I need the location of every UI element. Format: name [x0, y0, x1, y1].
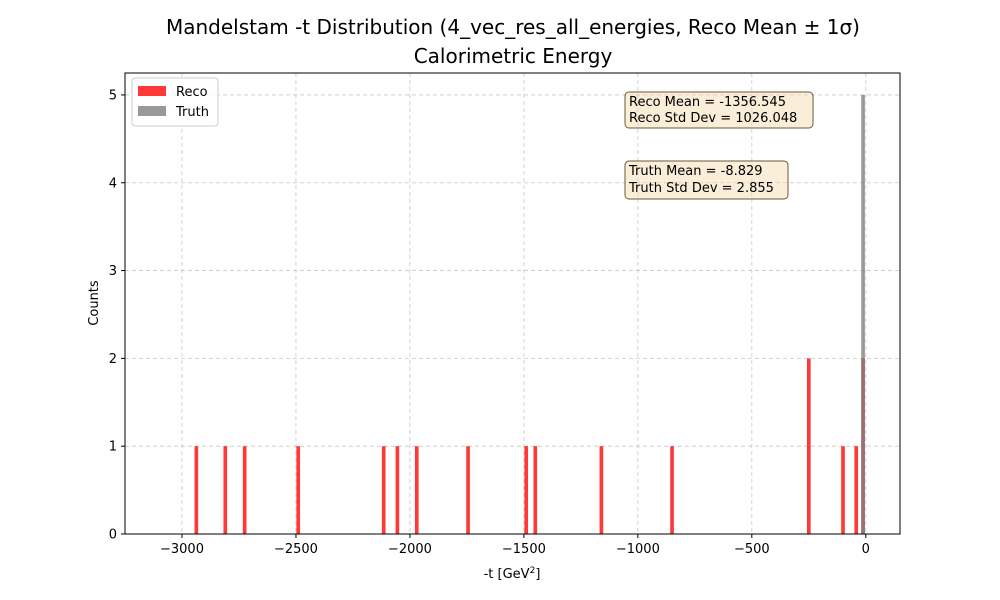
histogram-bars	[194, 94, 865, 534]
x-tick-label-1: −2500	[274, 542, 318, 557]
legend-label-reco: Reco	[176, 85, 208, 100]
bar-reco-4	[381, 446, 386, 534]
bar-reco-3	[296, 446, 301, 534]
y-tick-label-0: 0	[109, 528, 117, 543]
bar-reco-0	[194, 446, 199, 534]
chart-title-line1: Mandelstam -t Distribution (4_vec_res_al…	[166, 15, 860, 39]
legend: Reco Truth	[131, 77, 219, 127]
reco-stats-frame	[624, 91, 814, 129]
bar-reco-14	[854, 446, 859, 534]
truth-stats-frame	[624, 160, 789, 200]
bar-reco-2	[242, 446, 247, 534]
bar-reco-1	[223, 446, 228, 534]
bar-reco-6	[414, 446, 419, 534]
x-axis-label: -t [GeV2]	[484, 566, 541, 582]
bar-reco-8	[524, 446, 528, 534]
x-tick-label-2: −2000	[388, 542, 432, 557]
bar-reco-13	[841, 446, 845, 534]
y-tick-label-4: 4	[109, 176, 117, 191]
x-tick-label-6: 0	[862, 542, 870, 557]
reco-stats-box: Reco Mean = -1356.545 Reco Std Dev = 102…	[624, 91, 814, 129]
chart-title-line2: Calorimetric Energy	[414, 44, 613, 68]
reco-mean-text: Reco Mean = -1356.545	[629, 95, 786, 110]
truth-mean-text: Truth Mean = -8.829	[628, 164, 763, 179]
x-tick-label-0: −3000	[160, 542, 204, 557]
bar-reco-5	[395, 446, 400, 534]
bar-truth-0	[861, 94, 865, 534]
y-axis-label: Counts	[87, 280, 102, 326]
x-tick-label-3: −1500	[502, 542, 546, 557]
bar-reco-9	[533, 446, 538, 534]
grid-lines	[125, 73, 900, 535]
y-tick-label-5: 5	[109, 88, 117, 103]
bar-reco-7	[466, 446, 470, 534]
bar-reco-12	[807, 358, 811, 534]
truth-std-text: Truth Std Dev = 2.855	[628, 181, 774, 196]
y-tick-label-3: 3	[109, 264, 117, 279]
axes	[124, 72, 901, 535]
legend-swatch-reco	[138, 86, 166, 96]
legend-swatch-truth	[138, 106, 166, 116]
reco-std-text: Reco Std Dev = 1026.048	[629, 111, 797, 126]
legend-label-truth: Truth	[175, 105, 209, 120]
x-tick-label-4: −1000	[616, 542, 660, 557]
bar-reco-11	[670, 446, 674, 534]
truth-stats-box: Truth Mean = -8.829 Truth Std Dev = 2.85…	[624, 160, 789, 200]
tick-labels: −3000 −2500 −2000 −1500 −1000 −500 0 0 1 2 3 4 5	[109, 88, 870, 557]
y-tick-label-2: 2	[109, 352, 117, 367]
plot-frame	[124, 72, 901, 535]
x-tick-label-5: −500	[734, 542, 770, 557]
y-tick-label-1: 1	[109, 440, 117, 455]
bar-reco-10	[599, 446, 604, 534]
